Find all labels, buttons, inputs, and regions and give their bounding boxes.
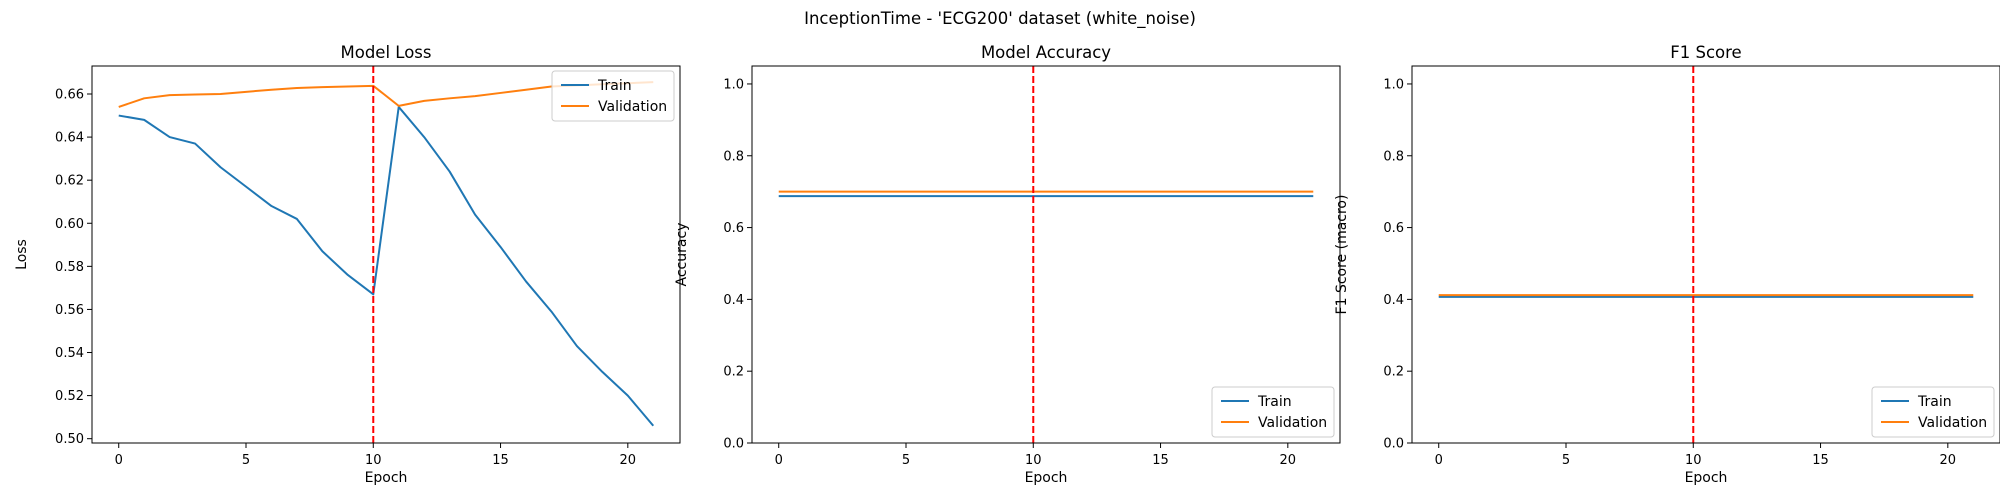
x-axis-label: Epoch bbox=[1685, 470, 1728, 486]
y-tick-label: 0.62 bbox=[55, 174, 84, 189]
x-tick-label: 20 bbox=[620, 453, 637, 468]
y-tick-label: 0.2 bbox=[1383, 365, 1404, 380]
y-tick-label: 0.64 bbox=[55, 131, 84, 146]
x-tick-label: 15 bbox=[1812, 453, 1829, 468]
axes-frame bbox=[751, 65, 1341, 444]
panel-title: F1 Score bbox=[1670, 43, 1741, 62]
x-tick-label: 20 bbox=[1940, 453, 1957, 468]
figure-suptitle: InceptionTime - 'ECG200' dataset (white_… bbox=[804, 9, 1196, 29]
axes-frame bbox=[1411, 65, 2000, 444]
legend: Train Validation bbox=[1211, 386, 1335, 438]
y-tick-label: 0.8 bbox=[1383, 149, 1404, 164]
series-line-train bbox=[118, 105, 655, 427]
x-tick-label: 0 bbox=[115, 453, 123, 468]
legend: Train Validation bbox=[1871, 386, 1995, 438]
legend-box bbox=[551, 70, 675, 122]
legend-label-train: Train bbox=[597, 78, 632, 94]
legend-box bbox=[1871, 386, 1995, 438]
panel-accuracy: Model Accuracy 0 5 10 15 20 0.0 0.2 0.4 0.6 0.8 1.0… bbox=[674, 43, 1341, 486]
y-tick-label: 0.52 bbox=[55, 389, 84, 404]
legend: Train Validation bbox=[551, 70, 675, 122]
x-tick-label: 15 bbox=[1152, 453, 1169, 468]
y-tick-label: 0.60 bbox=[55, 217, 84, 232]
x-tick-label: 5 bbox=[902, 453, 910, 468]
x-tick-label: 10 bbox=[1685, 453, 1702, 468]
y-tick-label: 0.6 bbox=[723, 221, 744, 236]
legend-box bbox=[1211, 386, 1335, 438]
y-tick-label: 0.8 bbox=[723, 149, 744, 164]
y-tick-label: 1.0 bbox=[1383, 77, 1404, 92]
x-axis-label: Epoch bbox=[365, 470, 408, 486]
legend-label-train: Train bbox=[1917, 394, 1952, 410]
panel-title: Model Loss bbox=[341, 43, 432, 62]
legend-label-validation: Validation bbox=[598, 99, 667, 115]
x-axis-label: Epoch bbox=[1025, 470, 1068, 486]
legend-label-train: Train bbox=[1257, 394, 1292, 410]
x-tick-label: 0 bbox=[1435, 453, 1443, 468]
y-axis-label: F1 Score (macro) bbox=[1334, 195, 1350, 315]
y-axis-label: Accuracy bbox=[674, 223, 690, 287]
x-tick-label: 10 bbox=[365, 453, 382, 468]
x-tick-label: 0 bbox=[775, 453, 783, 468]
x-tick-label: 10 bbox=[1025, 453, 1042, 468]
y-tick-label: 0.4 bbox=[1383, 293, 1404, 308]
y-tick-label: 0.66 bbox=[55, 88, 84, 103]
y-tick-label: 0.50 bbox=[55, 432, 84, 447]
panel-f1: F1 Score 0 5 10 15 20 0.0 0.2 0.4 0.6 0.8 1.0 Epoch F… bbox=[1334, 43, 2000, 486]
panel-title: Model Accuracy bbox=[981, 43, 1111, 62]
panel-loss: Model Loss 0 5 10 15 20 0.50 0.52 0.54 0.56 0.58 0.… bbox=[14, 43, 681, 486]
y-tick-label: 0.56 bbox=[55, 303, 84, 318]
y-tick-label: 0.4 bbox=[723, 293, 744, 308]
legend-label-validation: Validation bbox=[1918, 415, 1987, 431]
legend-label-validation: Validation bbox=[1258, 415, 1327, 431]
y-tick-label: 0.0 bbox=[1383, 437, 1404, 452]
x-tick-label: 20 bbox=[1280, 453, 1297, 468]
y-tick-label: 0.6 bbox=[1383, 221, 1404, 236]
y-axis-label: Loss bbox=[14, 239, 30, 270]
y-tick-label: 0.2 bbox=[723, 365, 744, 380]
x-tick-label: 15 bbox=[492, 453, 509, 468]
y-tick-label: 0.54 bbox=[55, 346, 84, 361]
y-tick-label: 0.0 bbox=[723, 437, 744, 452]
axes-frame bbox=[91, 65, 681, 444]
x-tick-label: 5 bbox=[1562, 453, 1570, 468]
y-tick-label: 0.58 bbox=[55, 260, 84, 275]
x-tick-label: 5 bbox=[242, 453, 250, 468]
y-tick-label: 1.0 bbox=[723, 77, 744, 92]
